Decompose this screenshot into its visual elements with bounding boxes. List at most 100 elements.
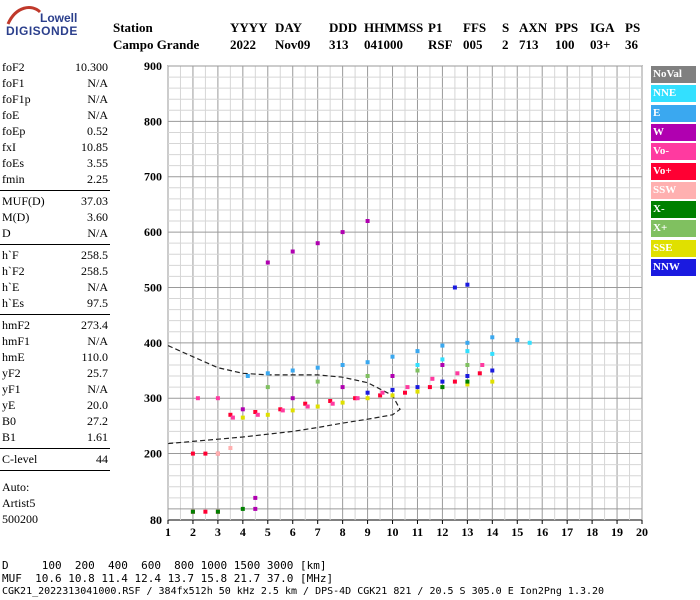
param-name: foEp [2,124,26,138]
x-tick-label: 12 [436,525,448,539]
param-name: foE [2,108,20,122]
param-name: B1 [2,430,17,444]
echo-point-vo [330,401,335,406]
echo-point-nnw [415,385,420,390]
param-name: fmin [2,172,25,186]
header-value-0: Campo Grande [113,37,200,52]
echo-point-vo [378,393,383,398]
param-value: N/A [87,280,108,294]
param-separator [0,244,110,245]
echo-point-nne [440,357,445,362]
param-row-yf1: yF1 N/A [2,382,108,398]
param-value: N/A [87,108,108,122]
y-tick-label: 200 [144,447,162,461]
echo-point-vo [190,451,195,456]
param-value: 2.25 [87,172,108,186]
param-row-foep: foEp 0.52 [2,124,108,140]
param-name: MUF(D) [2,194,45,208]
header-value-8: 713 [519,37,539,52]
logo-line2: DIGISONDE [6,24,78,38]
echo-point-vo [253,410,258,414]
echo-point-e [340,363,345,367]
x-tick-label: 18 [586,525,598,539]
param-name: yF2 [2,366,21,380]
autoscale-line1: Auto: [2,480,108,496]
y-tick-label: 300 [144,391,162,405]
echo-point-nnw [465,374,470,378]
param-row-hme: hmE 110.0 [2,350,108,366]
echo-point-w [340,385,345,390]
echo-point-sse [390,393,395,398]
echo-point-e [290,368,295,373]
param-value: 3.60 [87,210,108,224]
param-value: 1.61 [87,430,108,444]
echo-point-sse [290,408,295,413]
echo-point-e [265,371,270,376]
echo-point-e [390,354,395,359]
param-value: 27.2 [87,414,108,428]
param-row-d: D N/A [2,226,108,242]
header-value-1: 2022 [230,37,256,52]
echo-point-x [440,385,445,390]
param-row-md: M(D) 3.60 [2,210,108,226]
footer-muf-line: MUF 10.6 10.8 11.4 12.4 13.7 15.8 21.7 3… [2,572,334,585]
param-row-he: h`E N/A [2,280,108,296]
header-value-11: 36 [625,37,638,52]
echo-point-x [365,374,370,378]
echo-point-e [245,374,250,378]
header-value-5: RSF [428,37,453,52]
echo-point-e [465,340,470,345]
echo-point-w [315,241,320,246]
x-tick-label: 11 [412,525,423,539]
x-tick-label: 5 [265,525,271,539]
echo-point-sse [415,389,420,394]
param-row-hes: h`Es 97.5 [2,296,108,312]
y-tick-label: 900 [144,59,162,73]
echo-point-x [465,363,470,367]
param-name: foF1 [2,76,25,90]
x-tick-label: 6 [290,525,296,539]
param-value: 273.4 [81,318,108,332]
param-value: 20.0 [87,398,108,412]
echo-point-vo [195,396,200,401]
param-name: h`E [2,280,20,294]
footer-distance-line: D 100 200 400 600 800 1000 1500 3000 [km… [2,559,327,572]
echo-point-vo [215,396,220,401]
legend-item-e: E [651,104,696,122]
legend-item-w: W [651,123,696,141]
param-name: B0 [2,414,17,428]
param-row-foes: foEs 3.55 [2,156,108,172]
header-value-2: Nov09 [275,37,311,52]
echo-point-w [390,374,395,378]
echo-point-sse [465,382,470,387]
echo-point-x [265,385,270,390]
echo-point-vo [405,385,410,390]
echo-point-nnw [452,285,457,290]
echo-point-w [290,396,295,401]
param-row-mufd: MUF(D) 37.03 [2,194,108,210]
echo-point-x [465,379,470,384]
param-value: 97.5 [87,296,108,310]
x-tick-label: 17 [561,525,573,539]
param-row-b0: B0 27.2 [2,414,108,430]
echo-point-e [365,360,370,365]
header-value-9: 100 [555,37,575,52]
param-separator [0,190,110,191]
echo-point-sse [490,379,495,384]
param-row-hf2: h`F2 258.5 [2,264,108,280]
param-value: N/A [87,382,108,396]
param-row-b1: B1 1.61 [2,430,108,446]
param-name: yE [2,398,16,412]
echo-point-x [415,368,420,373]
echo-point-vo [452,379,457,384]
param-value: N/A [87,226,108,240]
param-value: N/A [87,92,108,106]
x-tick-label: 9 [365,525,371,539]
param-name: h`F [2,248,19,262]
x-tick-label: 15 [511,525,523,539]
echo-point-e [490,335,495,340]
param-separator [0,470,110,471]
echo-point-nne [415,363,420,367]
y-tick-label: 700 [144,170,162,184]
echo-point-vo [255,412,260,417]
